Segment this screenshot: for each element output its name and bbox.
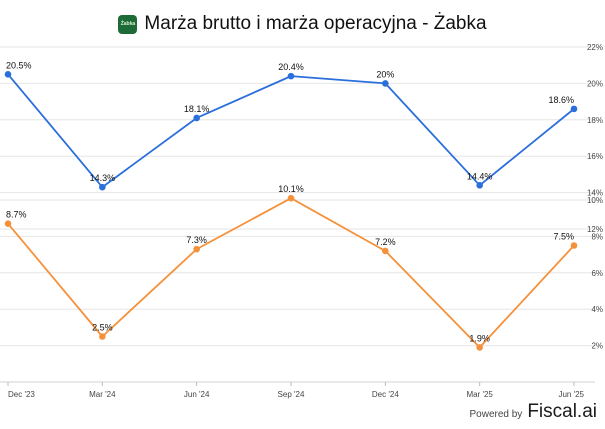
data-point [4, 220, 12, 227]
data-label: 14.4% [467, 171, 493, 181]
data-label: 7.3% [186, 235, 207, 245]
y-axis: 12% 14% 16% 18% 20% 22% 2% 4% 6% 8% 10% [587, 43, 603, 351]
data-label: 20.5% [6, 60, 32, 70]
data-point [193, 114, 200, 122]
x-tick-label: Dec '23 [8, 390, 35, 399]
zabka-logo: Żabka [118, 14, 138, 34]
y-tick-label: 16% [587, 152, 603, 161]
data-point [570, 242, 578, 249]
y-tick-label: 2% [591, 342, 603, 351]
data-point [476, 182, 483, 189]
x-tick-label: Mar '24 [89, 390, 116, 399]
powered-by-text: Powered by [469, 409, 523, 420]
data-point [4, 71, 12, 78]
x-tick-label: Jun '25 [558, 390, 584, 399]
x-tick-label: Dec '24 [372, 390, 399, 399]
data-label: 10.1% [278, 184, 304, 194]
data-point [99, 333, 106, 340]
data-label: 18.6% [548, 95, 574, 105]
y-tick-label: 20% [587, 79, 603, 88]
x-tick-label: Sep '24 [278, 390, 305, 399]
series-lines [4, 71, 578, 351]
data-labels: 20.5% 14.3% 18.1% 20.4% 20% 14.4% 18.6% 8.7% 2.5… [6, 60, 574, 343]
data-point [99, 183, 106, 191]
fiscal-ai-brand: Fiscal.ai [527, 401, 597, 422]
x-tick-label: Mar '25 [466, 390, 493, 399]
data-point [476, 344, 483, 351]
y-tick-label: 22% [587, 43, 603, 52]
data-point [382, 80, 389, 87]
data-label: 14.3% [90, 173, 116, 183]
y-tick-label: 4% [591, 305, 603, 314]
data-label: 2.5% [92, 323, 113, 333]
y-tick-label: 14% [587, 189, 603, 198]
data-point [382, 247, 389, 255]
chart-title: Marża brutto i marża operacyjna - Żabka [144, 13, 487, 34]
y-tick-label: 6% [591, 269, 603, 278]
data-label: 20.4% [278, 62, 304, 72]
data-label: 1.9% [469, 333, 490, 343]
data-label: 18.1% [184, 104, 210, 114]
y-tick-label: 18% [587, 116, 603, 125]
data-label: 7.2% [375, 237, 396, 247]
y-tick-label: 10% [587, 196, 603, 205]
data-point [287, 72, 295, 80]
series-line [7, 73, 575, 189]
data-point [570, 105, 578, 113]
footer-attribution: Powered by Fiscal.ai [470, 401, 598, 423]
y-tick-label: 12% [587, 225, 603, 234]
x-tick-label: Jun '24 [184, 390, 210, 399]
data-label: 20% [376, 69, 394, 79]
data-label: 8.7% [6, 210, 27, 220]
x-axis: Dec '23 Mar '24 Jun '24 Sep '24 Dec '24 Mar '… [7, 382, 585, 399]
data-label: 7.5% [553, 232, 574, 242]
data-point [193, 245, 200, 253]
grid-lines [0, 46, 595, 347]
y-tick-label: 8% [591, 232, 603, 241]
chart-header: Żabka Marża brutto i marża operacyjna - … [0, 10, 605, 38]
data-point [287, 194, 295, 202]
